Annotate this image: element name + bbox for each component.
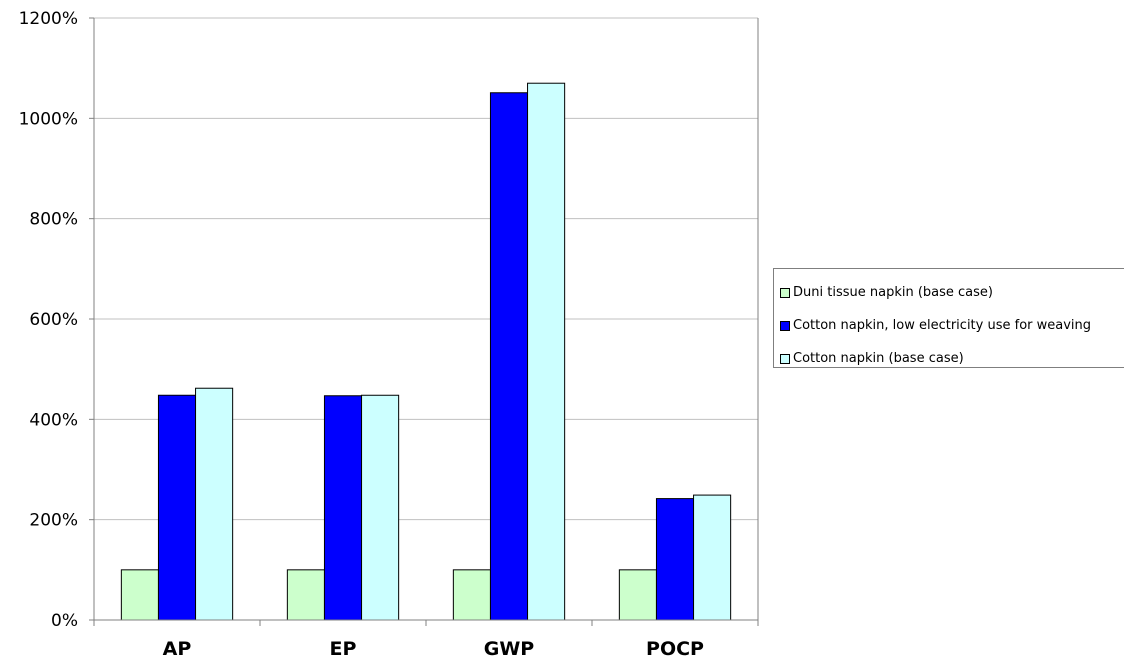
bar	[618, 569, 657, 621]
x-tick-labels: AP EP GWP POCP	[163, 638, 704, 660]
y-tick-label: 1000%	[19, 109, 78, 129]
y-tick-label: 800%	[29, 210, 78, 230]
legend-swatch	[780, 353, 790, 364]
bar	[323, 395, 363, 621]
y-tick-label: 200%	[29, 511, 78, 531]
x-tick-label: GWP	[484, 638, 535, 660]
y-tick-labels: 0% 200% 400% 600% 800% 1000% 1200%	[19, 9, 78, 631]
y-tick-label: 0%	[51, 611, 78, 631]
bar	[286, 569, 325, 621]
legend-item: Cotton napkin (base case)	[774, 342, 1124, 375]
y-tick-label: 400%	[29, 410, 78, 430]
bar	[655, 498, 695, 621]
bar	[489, 92, 529, 621]
legend-swatch	[780, 320, 790, 331]
legend-label: Cotton napkin (base case)	[793, 351, 964, 366]
legend-label: Duni tissue napkin (base case)	[793, 285, 993, 300]
bar	[157, 394, 197, 621]
legend-label: Cotton napkin, low electricity use for w…	[793, 318, 1092, 333]
legend: Duni tissue napkin (base case) Cotton na…	[773, 268, 1124, 368]
axes	[89, 17, 759, 626]
y-tick-label: 1200%	[19, 9, 78, 29]
x-tick-label: POCP	[646, 638, 704, 660]
y-tick-label: 600%	[29, 310, 78, 330]
bars	[120, 82, 732, 621]
bar	[693, 494, 732, 621]
legend-swatch	[780, 287, 790, 298]
bar	[195, 387, 234, 621]
bar	[120, 569, 159, 621]
legend-item: Cotton napkin, low electricity use for w…	[774, 309, 1124, 342]
bar	[452, 569, 491, 621]
bar	[527, 82, 566, 621]
legend-item: Duni tissue napkin (base case)	[774, 276, 1124, 309]
x-tick-label: AP	[163, 638, 192, 660]
bar	[361, 394, 400, 621]
x-tick-label: EP	[330, 638, 357, 660]
